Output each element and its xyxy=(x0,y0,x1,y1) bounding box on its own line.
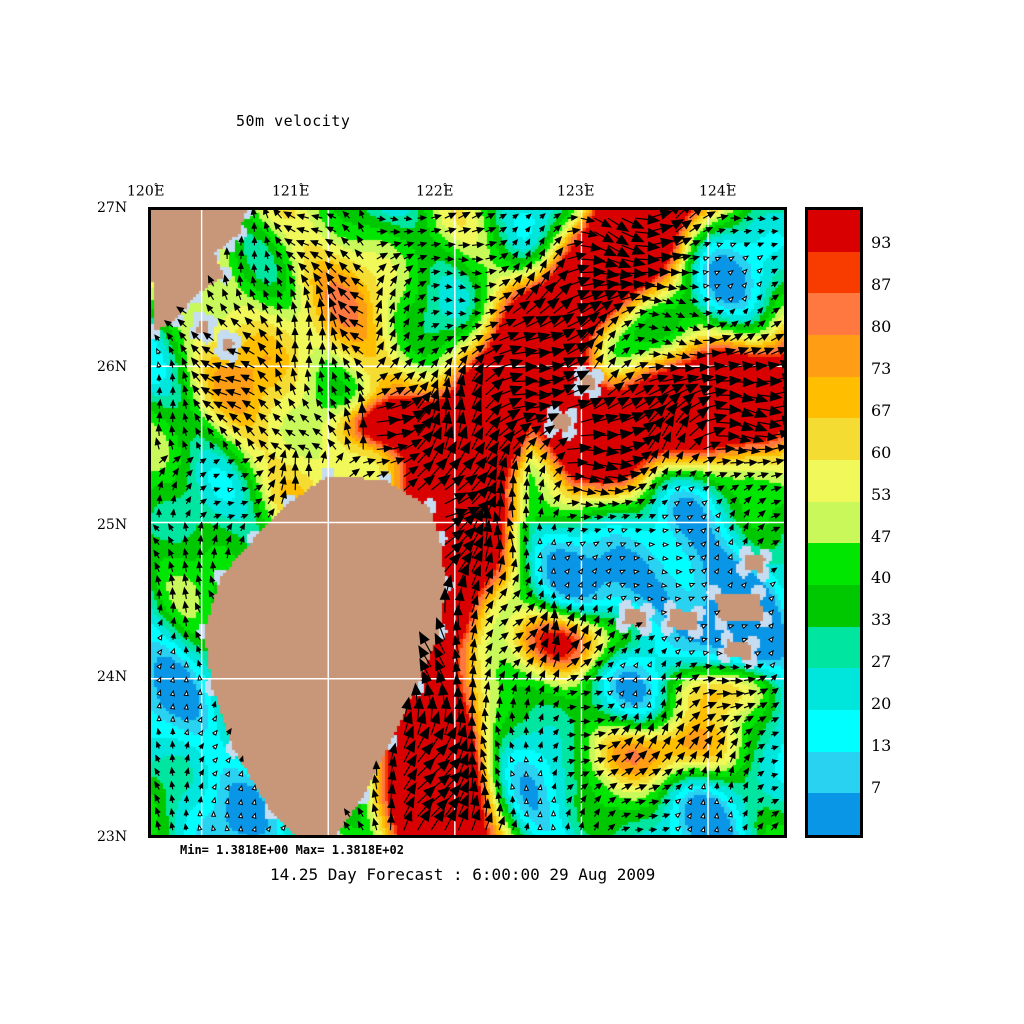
colorbar[interactable] xyxy=(805,207,863,838)
colorbar-band-0 xyxy=(808,210,860,252)
x-tick-label-123E: 123°E xyxy=(557,183,595,200)
colorbar-tick-93: 93 xyxy=(871,233,892,252)
colorbar-band-3 xyxy=(808,334,860,377)
colorbar-band-11 xyxy=(808,668,860,710)
colorbar-tick-33: 33 xyxy=(871,610,892,629)
colorbar-band-9 xyxy=(808,584,860,627)
colorbar-tick-40: 40 xyxy=(871,568,892,587)
y-tick-label-25N: 25N xyxy=(97,517,128,533)
x-tick-label-124E: 124°E xyxy=(699,183,737,200)
min-max-readout: Min= 1.3818E+00 Max= 1.3818E+02 xyxy=(180,843,404,857)
colorbar-band-14 xyxy=(808,793,860,835)
colorbar-band-5 xyxy=(808,418,860,460)
forecast-caption: 14.25 Day Forecast : 6:00:00 29 Aug 2009 xyxy=(270,865,656,884)
velocity-vectors xyxy=(152,210,784,833)
y-tick-label-24N: 24N xyxy=(97,669,128,685)
colorbar-band-1 xyxy=(808,251,860,294)
y-tick-label-23N: 23N xyxy=(97,829,128,845)
colorbar-band-10 xyxy=(808,626,860,669)
page-title: 50m velocity xyxy=(236,112,351,130)
colorbar-tick-7: 7 xyxy=(871,778,882,797)
colorbar-band-13 xyxy=(808,751,860,794)
x-tick-label-121E: 121°E xyxy=(272,183,310,200)
map-plot-area[interactable]: 125 cm/s xyxy=(148,207,787,838)
x-tick-label-122E: 122°E xyxy=(416,183,454,200)
colorbar-band-2 xyxy=(808,293,860,335)
colorbar-tick-47: 47 xyxy=(871,527,892,546)
colorbar-tick-80: 80 xyxy=(871,317,892,336)
colorbar-tick-13: 13 xyxy=(871,736,892,755)
colorbar-tick-87: 87 xyxy=(871,275,892,294)
gridlines-and-vectors-overlay xyxy=(151,210,784,835)
colorbar-tick-27: 27 xyxy=(871,652,892,671)
x-tick-label-120E: 120°E xyxy=(127,183,165,200)
colorbar-band-8 xyxy=(808,543,860,585)
colorbar-tick-53: 53 xyxy=(871,485,892,504)
colorbar-band-12 xyxy=(808,709,860,752)
colorbar-band-4 xyxy=(808,376,860,419)
colorbar-tick-67: 67 xyxy=(871,401,892,420)
colorbar-tick-20: 20 xyxy=(871,694,892,713)
colorbar-tick-60: 60 xyxy=(871,443,892,462)
y-tick-label-26N: 26N xyxy=(97,359,128,375)
colorbar-band-7 xyxy=(808,501,860,544)
y-tick-label-27N: 27N xyxy=(97,200,128,216)
colorbar-tick-73: 73 xyxy=(871,359,892,378)
colorbar-band-6 xyxy=(808,459,860,502)
